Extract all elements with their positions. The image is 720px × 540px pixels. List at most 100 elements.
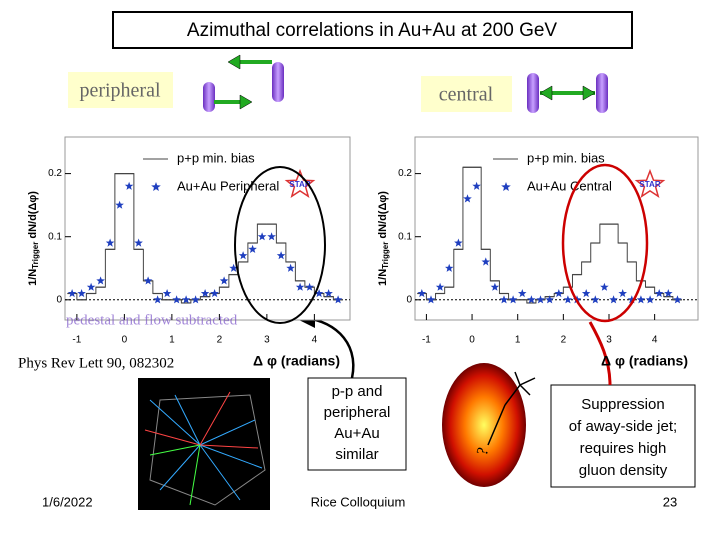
title-box (112, 11, 633, 49)
star-point (172, 295, 181, 304)
star-point (143, 276, 153, 285)
star-point (581, 289, 591, 298)
x-tick-label: 0 (469, 335, 475, 346)
star-point (490, 282, 500, 291)
reference: Phys Rev Lett 90, 082302 (18, 355, 174, 371)
star-point (499, 295, 509, 304)
x-tick-label: 3 (264, 335, 270, 346)
logo-star (634, 168, 666, 199)
star-point (563, 295, 573, 304)
title: Azimuthal correlations in Au+Au at 200 G… (187, 20, 558, 41)
y-tick-label: 0.2 (398, 168, 412, 179)
star-point (481, 257, 490, 266)
y-tick-label: 0 (56, 294, 62, 305)
note-line: requires high (580, 440, 667, 457)
star-point (591, 295, 600, 304)
footer-venue: Rice Colloquium (311, 494, 406, 509)
star-point (305, 282, 314, 291)
star-point (229, 263, 238, 272)
y-axis-label-part: Trigger (381, 242, 390, 269)
central-box (421, 76, 512, 112)
legend-swatch (151, 182, 161, 191)
pedestal-note: pedestal and flow subtracted (66, 312, 238, 328)
logo-star (284, 168, 316, 199)
star-point (673, 295, 682, 304)
star-point (219, 276, 229, 285)
note-line: peripheral (324, 404, 391, 421)
x-tick-label: 3 (606, 335, 612, 346)
note-line: Suppression (581, 396, 664, 413)
x-tick-label: 1 (169, 335, 175, 346)
star-point (435, 282, 445, 291)
x-tick-label: 2 (561, 335, 567, 346)
similar-box (307, 377, 407, 471)
legend-label: Au+Au Peripheral (177, 178, 279, 193)
star-point (257, 232, 267, 241)
star-point (96, 276, 105, 285)
y-tick-label: 0.1 (398, 231, 412, 242)
star-point (134, 238, 143, 247)
y-axis-label: 1/NTrigger dN/d(Δφ) (27, 191, 40, 286)
star-point (554, 289, 564, 298)
star-point (86, 282, 96, 291)
legend-swatch (501, 182, 511, 191)
star-point (645, 295, 655, 304)
star-point (627, 295, 637, 304)
peripheral-box (68, 72, 173, 108)
event-display (138, 378, 270, 510)
note-line: gluon density (579, 462, 668, 479)
star-point (276, 251, 286, 260)
question-mark: ? (474, 446, 492, 457)
star-point (654, 289, 664, 298)
y-axis-label: 1/NTrigger dN/d(Δφ) (377, 191, 390, 286)
legend-label: Au+Au Central (527, 178, 612, 193)
jet-arrows (203, 54, 608, 113)
arrow-suppression (588, 321, 612, 386)
star-point (545, 295, 554, 304)
star-point (536, 295, 545, 304)
suppression-box (550, 384, 696, 488)
star-point (115, 200, 124, 209)
x-tick-label: 2 (217, 335, 223, 346)
peripheral-label: peripheral (79, 80, 161, 102)
star-point (508, 295, 518, 304)
star-point (248, 244, 257, 253)
x-tick-label: 0 (122, 335, 128, 346)
star-point (518, 289, 527, 298)
star-point (333, 295, 343, 304)
star-point (618, 289, 627, 298)
star-point (153, 295, 162, 304)
arrow-similar (295, 308, 355, 379)
star-point (314, 289, 324, 298)
star-point (67, 289, 77, 298)
star-point (295, 282, 305, 291)
footer-page: 23 (663, 494, 677, 509)
x-axis-label: Δ φ (radians) (253, 353, 340, 369)
note-line: Au+Au (334, 425, 379, 442)
jet-sketch (487, 371, 536, 446)
x-axis-label: Δ φ (radians) (601, 353, 688, 369)
star-point (181, 295, 191, 304)
star-point (417, 289, 427, 298)
star-point (636, 295, 646, 304)
star-point (210, 289, 219, 298)
star-point (105, 238, 115, 247)
y-tick-label: 0.2 (48, 168, 62, 179)
highlight-peripheral (234, 166, 326, 324)
star-point (527, 295, 536, 304)
star-point (454, 238, 463, 247)
star-point (124, 181, 134, 190)
star-point (162, 289, 172, 298)
note-line: of away-side jet; (569, 418, 677, 435)
y-axis-label-part: dN/d(Δφ) (377, 191, 389, 242)
x-tick-label: 4 (312, 335, 318, 346)
y-tick-label: 0.1 (48, 231, 62, 242)
star-point (472, 181, 481, 190)
star-point (191, 295, 200, 304)
y-axis-label-part: Trigger (31, 242, 40, 269)
star-point (463, 194, 472, 203)
fireball (442, 363, 526, 487)
logo: STAR (639, 180, 660, 189)
plot-frame (64, 136, 351, 321)
